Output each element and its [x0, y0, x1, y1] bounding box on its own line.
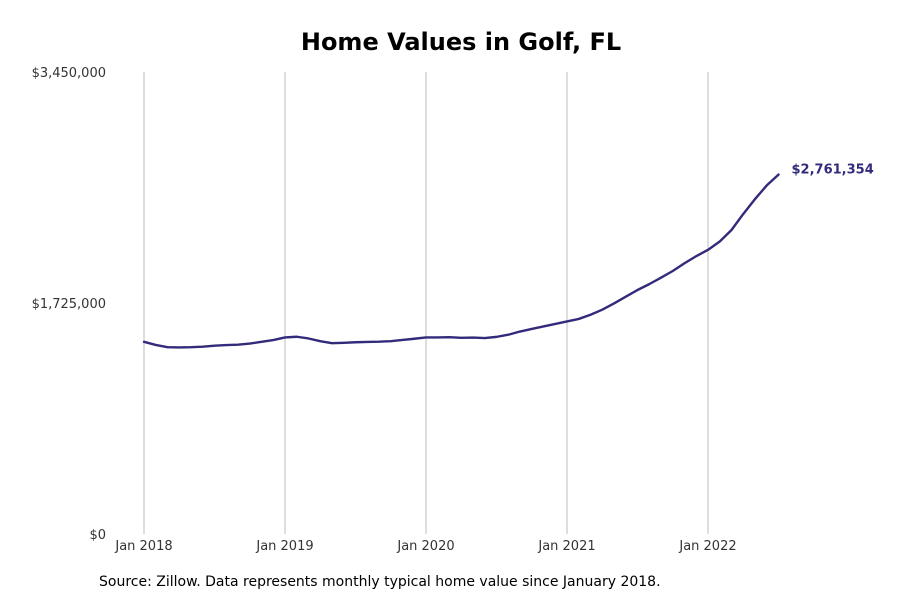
data-point — [590, 314, 592, 316]
data-point — [214, 345, 216, 347]
x-axis-tick-labels: Jan 2018 Jan 2019 Jan 2020 Jan 2021 Jan 2022 — [114, 539, 736, 554]
data-point — [331, 342, 333, 344]
data-point — [554, 323, 556, 325]
data-labels: $2,761,354 — [792, 163, 874, 178]
data-point — [437, 337, 439, 339]
x-tick-label: Jan 2019 — [255, 539, 313, 554]
data-point — [378, 341, 380, 343]
data-point — [308, 338, 310, 340]
data-point — [390, 340, 392, 342]
data-point — [601, 309, 603, 311]
data-point — [249, 343, 251, 345]
data-point — [719, 241, 721, 243]
data-point — [731, 229, 733, 231]
data-point — [637, 289, 639, 291]
data-point — [284, 337, 286, 339]
data-point — [648, 283, 650, 285]
end-value-label: $2,761,354 — [792, 163, 874, 178]
data-point — [355, 341, 357, 343]
data-point — [202, 346, 204, 348]
data-point — [507, 334, 509, 336]
y-tick-label: $1,725,000 — [32, 297, 106, 312]
data-point — [178, 347, 180, 349]
data-point — [778, 174, 780, 176]
x-tick-label: Jan 2020 — [396, 539, 454, 554]
x-gridlines — [143, 72, 709, 534]
series-line — [142, 173, 780, 349]
y-axis-tick-labels: $0 $1,725,000 $3,450,000 — [32, 66, 106, 543]
data-point — [319, 340, 321, 342]
data-point — [695, 255, 697, 257]
data-point — [672, 270, 674, 272]
data-point — [484, 337, 486, 339]
x-tick-label: Jan 2022 — [678, 539, 736, 554]
data-point — [766, 185, 768, 187]
data-point — [625, 296, 627, 298]
chart-title: Home Values in Golf, FL — [300, 28, 622, 56]
x-tick-label: Jan 2021 — [537, 539, 595, 554]
data-point — [578, 318, 580, 320]
data-point — [190, 346, 192, 348]
data-point — [531, 328, 533, 330]
x-tick-label: Jan 2018 — [114, 539, 172, 554]
data-point — [566, 321, 568, 323]
source-note: Source: Zillow. Data represents monthly … — [99, 574, 661, 590]
data-point — [613, 303, 615, 305]
data-point — [425, 337, 427, 339]
data-point — [707, 249, 709, 251]
series-group — [142, 173, 780, 349]
data-point — [543, 326, 545, 328]
data-point — [660, 277, 662, 279]
data-point — [167, 346, 169, 348]
data-point — [684, 262, 686, 264]
data-point — [449, 336, 451, 338]
data-point — [742, 213, 744, 215]
data-point — [754, 198, 756, 200]
data-point — [343, 342, 345, 344]
data-point — [413, 338, 415, 340]
y-tick-label: $3,450,000 — [32, 66, 106, 81]
data-point — [460, 337, 462, 339]
data-point — [296, 336, 298, 338]
data-point — [237, 344, 239, 346]
data-point — [155, 344, 157, 346]
y-tick-label: $0 — [89, 528, 106, 543]
data-point — [472, 337, 474, 339]
data-point — [366, 341, 368, 343]
data-point — [272, 339, 274, 341]
data-point — [225, 344, 227, 346]
data-point — [519, 331, 521, 333]
data-point — [261, 341, 263, 343]
data-point — [496, 336, 498, 338]
data-point — [143, 341, 145, 343]
data-point — [402, 339, 404, 341]
